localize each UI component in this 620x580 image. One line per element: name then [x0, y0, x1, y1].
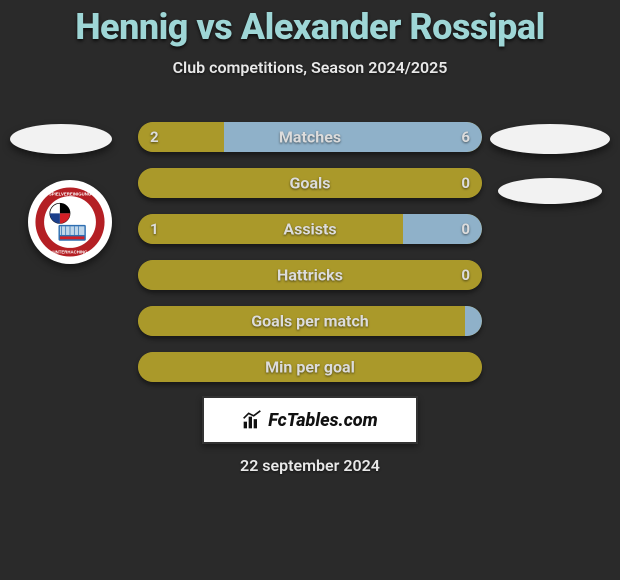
- placeholder-ellipse: [10, 124, 112, 154]
- stats-bars: Matches26Goals0Assists10Hattricks0Goals …: [138, 122, 482, 398]
- stat-bar-right-value: 0: [461, 266, 470, 284]
- club-badge-icon: SPIELVEREINIGUNG UNTERHACHING: [34, 186, 106, 258]
- stat-bar-left-segment: [138, 306, 465, 336]
- date: 22 september 2024: [0, 456, 620, 475]
- stat-bar: Min per goal: [138, 352, 482, 382]
- stat-bar-right-segment: [224, 122, 482, 152]
- stat-bar: Goals per match: [138, 306, 482, 336]
- stat-bar-left-value: 1: [150, 220, 159, 238]
- stat-bar-right-value: 6: [461, 128, 470, 146]
- stat-bar: Goals0: [138, 168, 482, 198]
- stat-bar-left-segment: [138, 260, 482, 290]
- subtitle: Club competitions, Season 2024/2025: [0, 58, 620, 77]
- stat-bar-right-value: 0: [461, 174, 470, 192]
- attribution-text: FcTables.com: [268, 410, 377, 431]
- svg-text:SPIELVEREINIGUNG: SPIELVEREINIGUNG: [49, 191, 92, 196]
- club-badge: SPIELVEREINIGUNG UNTERHACHING: [28, 180, 112, 264]
- placeholder-ellipse: [498, 178, 602, 204]
- svg-text:UNTERHACHING: UNTERHACHING: [53, 250, 89, 255]
- stat-bar: Hattricks0: [138, 260, 482, 290]
- stat-bar-left-segment: [138, 352, 482, 382]
- stat-bar-left-segment: [138, 168, 482, 198]
- page-title: Hennig vs Alexander Rossipal: [0, 0, 620, 48]
- placeholder-ellipse: [490, 124, 610, 154]
- stat-bar-right-segment: [465, 306, 482, 336]
- stat-bar: Matches26: [138, 122, 482, 152]
- attribution: FcTables.com: [202, 396, 418, 444]
- stat-bar-left-segment: [138, 214, 403, 244]
- stat-bar-right-value: 0: [461, 220, 470, 238]
- chart-icon: [242, 410, 262, 430]
- stat-bar-left-value: 2: [150, 128, 159, 146]
- stat-bar: Assists10: [138, 214, 482, 244]
